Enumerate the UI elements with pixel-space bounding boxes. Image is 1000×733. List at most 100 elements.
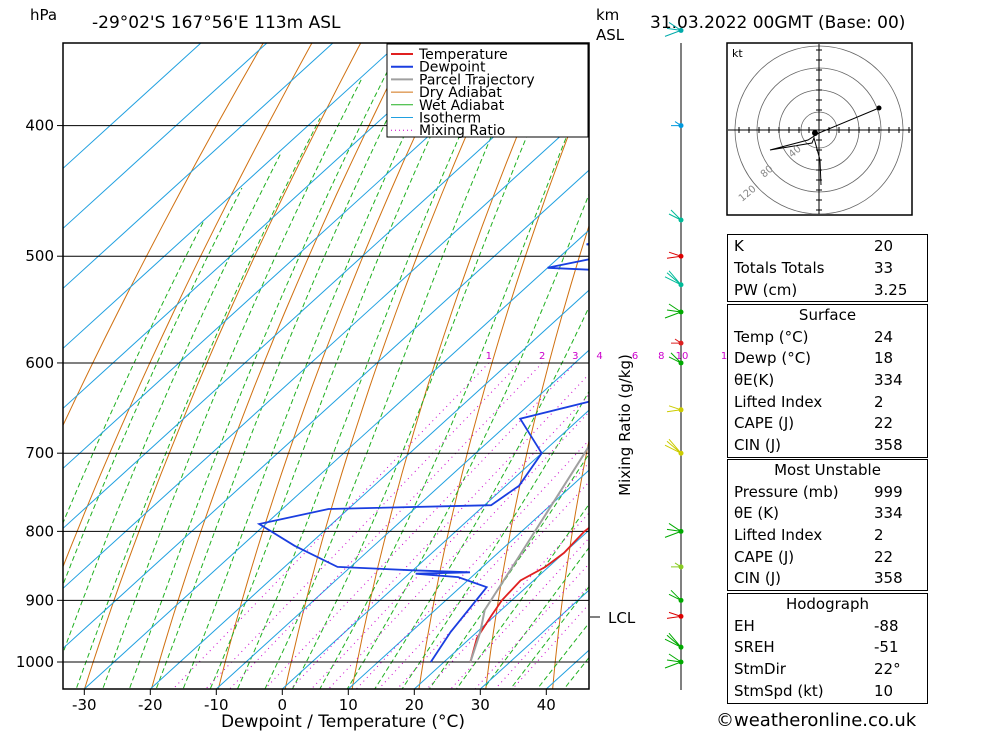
most-unstable-value: 334 xyxy=(874,504,903,523)
isotherm-line xyxy=(63,43,466,410)
wet-adiabat-line xyxy=(264,43,533,689)
hodograph-unit: kt xyxy=(732,47,743,60)
wind-barb-shaft xyxy=(664,303,682,319)
most-unstable-label: θE (K) xyxy=(734,504,779,523)
pressure-tick-label: 400 xyxy=(25,117,54,135)
temperature-tick-label: 0 xyxy=(278,696,288,714)
wind-barb xyxy=(664,270,684,288)
wet-adiabat-line xyxy=(63,219,205,525)
surface-box: Surface Temp (°C) 24 Dewp (°C) 18 θE(K) 334 Li… xyxy=(727,304,928,458)
legend-entry: Wet Adiabat xyxy=(419,98,505,114)
footer-credit[interactable]: ©weatheronline.co.uk xyxy=(716,710,917,731)
dry-adiabat-line xyxy=(63,43,264,427)
mixing-ratio-label: 1 xyxy=(486,351,492,362)
wet-adiabat-line xyxy=(155,43,425,689)
surface-value: 22 xyxy=(874,414,894,433)
wet-adiabat-line xyxy=(428,453,589,689)
x-axis-title: Dewpoint / Temperature (°C) xyxy=(221,712,465,732)
surface-row: Temp (°C) 24 xyxy=(728,327,927,349)
index-row-totals: Totals Totals 33 xyxy=(734,259,894,277)
surface-value: 24 xyxy=(874,327,894,346)
indices-top-box: K 20 Totals Totals 33 PW (cm) 3.25 xyxy=(727,234,928,302)
mixing-ratio-line xyxy=(264,362,576,689)
wind-barb-shaft xyxy=(664,653,682,669)
wind-barb xyxy=(664,303,684,319)
wind-barb xyxy=(666,405,684,413)
temperature-tick-label: -20 xyxy=(138,696,163,714)
pressure-tick-label: 1000 xyxy=(16,653,54,671)
wind-barb xyxy=(668,209,684,223)
wind-barb-dot xyxy=(678,309,684,315)
surface-row: θE(K) 334 xyxy=(728,370,927,392)
wind-barb xyxy=(671,338,684,346)
mixing-ratio-lines xyxy=(172,362,589,689)
wind-barb-dot xyxy=(678,282,684,288)
wet-adiabat-line xyxy=(102,79,362,689)
most-unstable-label: CIN (J) xyxy=(734,569,782,588)
most-unstable-row: θE (K) 334 xyxy=(728,503,927,525)
wind-barb xyxy=(664,632,684,650)
temperature-tick-label: 10 xyxy=(339,696,358,714)
surface-label: CAPE (J) xyxy=(734,414,795,433)
legend-entry: Isotherm xyxy=(419,111,481,127)
hodograph-index-label: EH xyxy=(734,616,755,635)
temperature-tick-label: 30 xyxy=(471,696,490,714)
isotherm-line xyxy=(63,43,532,470)
pressure-tick-label: 900 xyxy=(25,591,54,609)
wind-barb xyxy=(668,352,684,366)
surface-row: Dewp (°C) 18 xyxy=(728,348,927,370)
isotherm-line xyxy=(63,169,589,650)
legend-entry: Dewpoint xyxy=(419,60,486,76)
wind-barb-shaft xyxy=(664,270,682,286)
pressure-tick-label: 600 xyxy=(25,354,54,372)
wet-adiabat-line xyxy=(374,305,589,689)
dry-adiabat-line xyxy=(150,43,411,689)
km-label: km xyxy=(596,6,619,24)
hodograph-point xyxy=(876,105,882,111)
hodograph-index-label: StmDir xyxy=(734,660,786,679)
wind-barb xyxy=(668,589,684,603)
surface-label: Temp (°C) xyxy=(734,327,809,346)
mixing-ratio-label: 4 xyxy=(596,351,602,362)
mixing-ratio-line xyxy=(474,563,589,689)
legend-entry: Temperature xyxy=(418,47,508,63)
hodograph-title: Hodograph xyxy=(785,595,870,613)
wind-barb xyxy=(671,562,684,570)
indices-table: K 20 Totals Totals 33 PW (cm) 3.25 Surface … xyxy=(727,234,928,704)
temperature-axis: -30 -20 -10 0 10 20 30 40 xyxy=(72,689,556,714)
surface-row: CIN (J) 358 xyxy=(728,435,927,457)
mixing-ratio-line xyxy=(204,362,520,689)
most-unstable-value: 358 xyxy=(874,569,903,588)
mixing-ratio-line xyxy=(450,537,589,689)
surface-label: CIN (J) xyxy=(734,436,782,455)
most-unstable-box: Most Unstable Pressure (mb) 999 θE (K) 334 L… xyxy=(727,459,928,591)
hodograph-index-row: StmSpd (kt) 10 xyxy=(728,681,927,703)
wind-barb-dot xyxy=(678,340,684,346)
surface-value: 334 xyxy=(874,371,903,390)
wind-barb xyxy=(664,522,684,538)
hodograph-index-row: EH -88 xyxy=(728,616,927,638)
hodograph-index-value: 22° xyxy=(874,660,901,679)
isotherm-line xyxy=(215,349,589,689)
wind-barb xyxy=(666,251,684,259)
most-unstable-value: 999 xyxy=(874,482,903,501)
surface-title: Surface xyxy=(798,306,857,324)
wet-adiabat-line xyxy=(63,153,281,655)
location-title: -29°02'S 167°56'E 113m ASL xyxy=(92,13,341,33)
hodograph-index-label: StmSpd (kt) xyxy=(734,681,824,700)
temperature-line xyxy=(469,526,589,663)
isotherm-line xyxy=(63,43,202,170)
wet-adiabat-line xyxy=(128,43,403,689)
isotherm-line xyxy=(63,109,589,590)
wind-barb-dot xyxy=(678,253,684,259)
surface-label: θE(K) xyxy=(734,371,775,390)
mixing-ratio-label: 3 xyxy=(572,351,578,362)
most-unstable-value: 2 xyxy=(874,526,884,545)
isotherm-line xyxy=(347,469,589,689)
pressure-tick-label: 800 xyxy=(25,522,54,540)
hodograph-index-box: Hodograph EH -88 SREH -51 StmDir 22° StmSpd (k… xyxy=(727,593,928,704)
dry-adiabat-line xyxy=(485,224,589,689)
wet-adiabat-line xyxy=(455,503,589,689)
